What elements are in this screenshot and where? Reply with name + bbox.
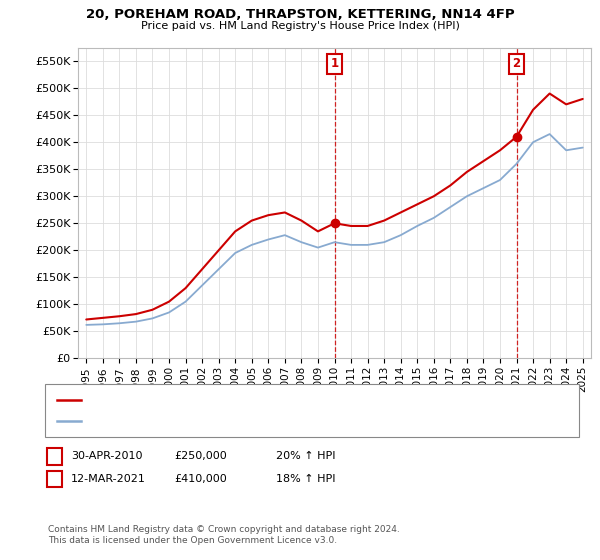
Text: 20, POREHAM ROAD, THRAPSTON, KETTERING, NN14 4FP (detached house): 20, POREHAM ROAD, THRAPSTON, KETTERING, … [85,395,461,405]
Text: 18% ↑ HPI: 18% ↑ HPI [276,474,335,484]
Text: 30-APR-2010: 30-APR-2010 [71,451,142,461]
Text: 2: 2 [51,474,58,484]
Text: 2: 2 [512,57,521,71]
Text: 1: 1 [331,57,338,71]
Text: Contains HM Land Registry data © Crown copyright and database right 2024.
This d: Contains HM Land Registry data © Crown c… [48,525,400,545]
Text: Price paid vs. HM Land Registry's House Price Index (HPI): Price paid vs. HM Land Registry's House … [140,21,460,31]
Text: 1: 1 [51,451,58,461]
Text: 20% ↑ HPI: 20% ↑ HPI [276,451,335,461]
Text: £250,000: £250,000 [174,451,227,461]
Text: 20, POREHAM ROAD, THRAPSTON, KETTERING, NN14 4FP: 20, POREHAM ROAD, THRAPSTON, KETTERING, … [86,8,514,21]
Text: HPI: Average price, detached house, North Northamptonshire: HPI: Average price, detached house, Nort… [85,416,391,426]
Text: 12-MAR-2021: 12-MAR-2021 [71,474,146,484]
Text: £410,000: £410,000 [174,474,227,484]
